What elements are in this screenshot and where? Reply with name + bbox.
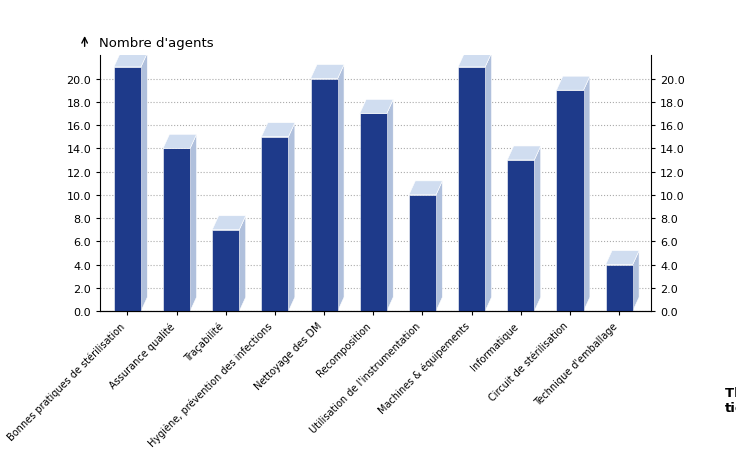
Polygon shape xyxy=(534,147,541,311)
Polygon shape xyxy=(212,230,239,311)
Text: Nombre d'agents: Nombre d'agents xyxy=(99,37,214,50)
Polygon shape xyxy=(311,66,344,79)
Polygon shape xyxy=(458,68,485,311)
Polygon shape xyxy=(507,161,534,311)
Text: Thème forma-
tion: Thème forma- tion xyxy=(725,386,736,414)
Polygon shape xyxy=(261,123,295,137)
Polygon shape xyxy=(556,91,584,311)
Polygon shape xyxy=(261,137,289,311)
Polygon shape xyxy=(556,77,590,91)
Polygon shape xyxy=(311,79,338,311)
Polygon shape xyxy=(190,135,197,311)
Polygon shape xyxy=(163,149,190,311)
Polygon shape xyxy=(436,182,442,311)
Polygon shape xyxy=(212,216,246,230)
Polygon shape xyxy=(360,114,387,311)
Polygon shape xyxy=(239,216,246,311)
Polygon shape xyxy=(606,251,639,265)
Polygon shape xyxy=(360,100,393,114)
Polygon shape xyxy=(458,54,492,68)
Polygon shape xyxy=(409,182,442,195)
Polygon shape xyxy=(141,54,147,311)
Polygon shape xyxy=(289,123,295,311)
Polygon shape xyxy=(633,251,639,311)
Polygon shape xyxy=(114,68,141,311)
Polygon shape xyxy=(114,54,147,68)
Polygon shape xyxy=(485,54,492,311)
Polygon shape xyxy=(507,147,541,161)
Polygon shape xyxy=(584,77,590,311)
Polygon shape xyxy=(163,135,197,149)
Polygon shape xyxy=(606,265,633,311)
Polygon shape xyxy=(387,100,393,311)
Polygon shape xyxy=(409,195,436,311)
Polygon shape xyxy=(338,66,344,311)
